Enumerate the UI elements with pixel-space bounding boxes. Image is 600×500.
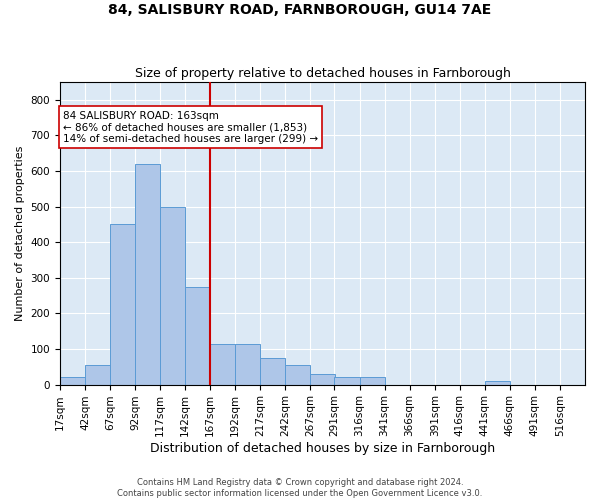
Bar — [210, 344, 235, 384]
Bar — [485, 381, 510, 384]
Bar — [334, 378, 359, 384]
Bar — [135, 164, 160, 384]
Y-axis label: Number of detached properties: Number of detached properties — [15, 146, 25, 321]
Text: 84, SALISBURY ROAD, FARNBOROUGH, GU14 7AE: 84, SALISBURY ROAD, FARNBOROUGH, GU14 7A… — [109, 2, 491, 16]
Bar — [60, 378, 85, 384]
Bar — [160, 206, 185, 384]
Bar — [260, 358, 286, 384]
Bar — [185, 286, 210, 384]
Bar — [235, 344, 260, 384]
Bar — [359, 378, 385, 384]
Title: Size of property relative to detached houses in Farnborough: Size of property relative to detached ho… — [134, 66, 511, 80]
Bar — [310, 374, 335, 384]
Text: 84 SALISBURY ROAD: 163sqm
← 86% of detached houses are smaller (1,853)
14% of se: 84 SALISBURY ROAD: 163sqm ← 86% of detac… — [63, 110, 318, 144]
X-axis label: Distribution of detached houses by size in Farnborough: Distribution of detached houses by size … — [150, 442, 495, 455]
Bar — [110, 224, 135, 384]
Bar — [85, 365, 110, 384]
Bar — [286, 365, 310, 384]
Text: Contains HM Land Registry data © Crown copyright and database right 2024.
Contai: Contains HM Land Registry data © Crown c… — [118, 478, 482, 498]
